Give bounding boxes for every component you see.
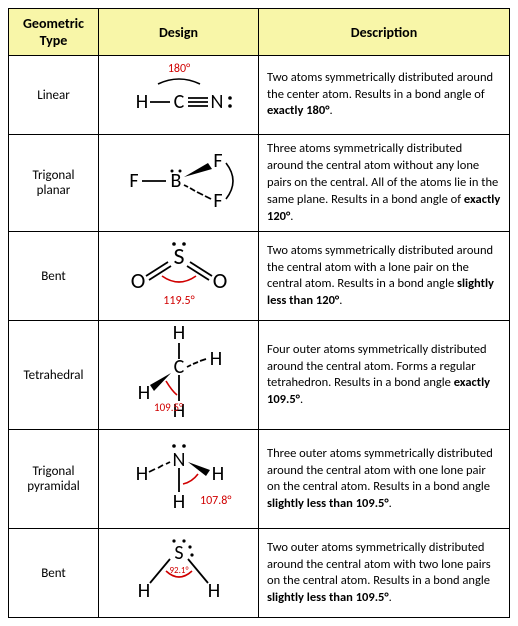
- svg-text:S: S: [173, 242, 184, 271]
- svg-text:H: H: [172, 323, 184, 345]
- design-cell: N H H H 107.8°: [99, 430, 259, 529]
- desc-text: Three outer atoms symmetrically distribu…: [267, 446, 493, 495]
- type-cell: Bent: [9, 529, 99, 618]
- table-row: Linear 180° H C N Two atoms symmetricall…: [9, 56, 510, 135]
- angle-arc-icon: [162, 276, 196, 282]
- svg-text:B: B: [170, 169, 181, 193]
- header-design: Design: [99, 9, 259, 56]
- design-cell: S H H 92.1°: [99, 529, 259, 618]
- angle-label: 92.1°: [169, 565, 188, 576]
- desc-cell: Two atoms symmetrically distributed arou…: [259, 232, 510, 321]
- desc-text: Two atoms symmetrically distributed arou…: [267, 70, 493, 102]
- design-cell: S O O 119.5°: [99, 232, 259, 321]
- svg-text:H: H: [172, 490, 184, 514]
- bent-so2-diagram: S O O 119.5°: [104, 234, 254, 314]
- desc-post: .: [300, 392, 303, 407]
- desc-post: .: [290, 209, 293, 224]
- desc-bold: exactly 180°: [267, 103, 329, 118]
- angle-label: 109.5°: [154, 401, 183, 414]
- svg-text:F: F: [129, 169, 138, 193]
- svg-text:H: H: [137, 381, 149, 405]
- angle-label: 107.8°: [200, 494, 231, 508]
- svg-text:F: F: [213, 189, 222, 213]
- desc-bold: slightly less than 109.5°: [267, 496, 389, 511]
- design-cell: 180° H C N: [99, 56, 259, 135]
- header-row: Geometric Type Design Description: [9, 9, 510, 56]
- desc-post: .: [389, 496, 392, 511]
- desc-text: Two outer atoms symmetrically distribute…: [267, 540, 491, 589]
- table-row: Bent S H H 92.1° Two outer atoms symmetr…: [9, 529, 510, 618]
- desc-cell: Two atoms symmetrically distributed arou…: [259, 56, 510, 135]
- geometry-table: Geometric Type Design Description Linear…: [8, 8, 510, 618]
- trigonal-pyramidal-diagram: N H H H 107.8°: [104, 432, 254, 522]
- table-row: Bent S O O 119.5° Two ato: [9, 232, 510, 321]
- svg-text:H: H: [207, 579, 219, 603]
- svg-text:H: H: [211, 462, 223, 486]
- header-type: Geometric Type: [9, 9, 99, 56]
- table-row: Trigonal pyramidal N H H H: [9, 430, 510, 529]
- type-cell: Tetrahedral: [9, 321, 99, 430]
- desc-cell: Three outer atoms symmetrically distribu…: [259, 430, 510, 529]
- angle-label: 180°: [167, 62, 189, 76]
- svg-text:O: O: [130, 267, 145, 294]
- angle-arc-icon: [183, 474, 198, 484]
- bent-h2s-diagram: S H H 92.1°: [104, 531, 254, 611]
- design-cell: C H H H H 109.5°: [99, 321, 259, 430]
- angle-arc-icon: [166, 381, 177, 395]
- table-row: Trigonal planar F B F F: [9, 135, 510, 232]
- type-cell: Trigonal planar: [9, 135, 99, 232]
- tetrahedral-diagram: C H H H H 109.5°: [104, 323, 254, 423]
- svg-text:O: O: [212, 267, 227, 294]
- angle-label: 119.5°: [163, 294, 194, 308]
- svg-text:N: N: [210, 90, 223, 114]
- desc-cell: Three atoms symmetrically distributed ar…: [259, 135, 510, 232]
- angle-arc-icon: [226, 163, 233, 199]
- desc-post: .: [339, 293, 342, 308]
- svg-text:C: C: [173, 90, 184, 114]
- svg-text:H: H: [135, 462, 147, 486]
- svg-text:H: H: [209, 347, 221, 371]
- desc-post: .: [329, 103, 332, 118]
- header-description: Description: [259, 9, 510, 56]
- svg-text:S: S: [174, 541, 183, 565]
- svg-text:F: F: [213, 149, 222, 173]
- type-cell: Bent: [9, 232, 99, 321]
- type-cell: Trigonal pyramidal: [9, 430, 99, 529]
- table-row: Tetrahedral C H H H H: [9, 321, 510, 430]
- svg-text:H: H: [135, 90, 147, 114]
- svg-text:H: H: [137, 579, 149, 603]
- angle-arc-icon: [158, 79, 200, 84]
- linear-diagram: 180° H C N: [104, 58, 254, 128]
- desc-cell: Four outer atoms symmetrically distribut…: [259, 321, 510, 430]
- desc-cell: Two outer atoms symmetrically distribute…: [259, 529, 510, 618]
- trigonal-planar-diagram: F B F F: [104, 141, 254, 221]
- design-cell: F B F F: [99, 135, 259, 232]
- type-cell: Linear: [9, 56, 99, 135]
